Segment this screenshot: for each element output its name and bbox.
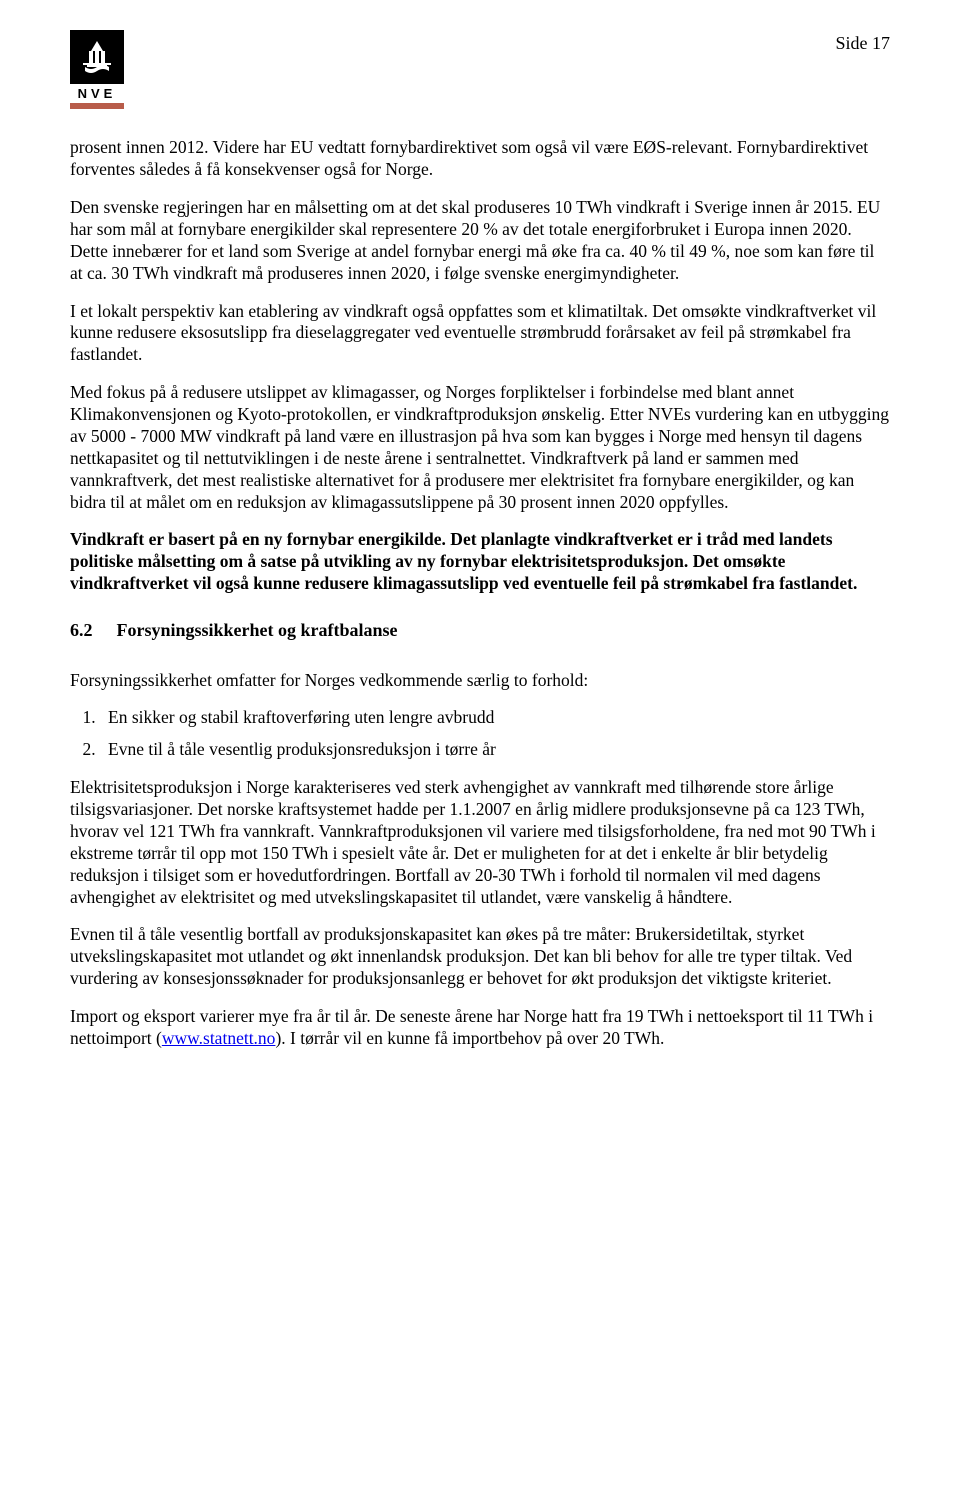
body-paragraph-bold: Vindkraft er basert på en ny fornybar en… (70, 529, 890, 595)
nve-emblem-icon (70, 30, 124, 84)
body-paragraph: Elektrisitetsproduksjon i Norge karakter… (70, 777, 890, 908)
body-paragraph: Evnen til å tåle vesentlig bortfall av p… (70, 924, 890, 990)
nve-logo: NVE (70, 30, 124, 109)
section-number: 6.2 (70, 619, 93, 642)
body-paragraph: prosent innen 2012. Videre har EU vedtat… (70, 137, 890, 181)
body-paragraph: Med fokus på å redusere utslippet av kli… (70, 382, 890, 513)
body-paragraph: I et lokalt perspektiv kan etablering av… (70, 301, 890, 367)
page-number-label: Side 17 (835, 32, 890, 55)
statnett-link[interactable]: www.statnett.no (162, 1028, 276, 1048)
nve-underline (70, 103, 124, 109)
list-item: En sikker og stabil kraftoverføring uten… (100, 707, 890, 729)
body-paragraph: Forsyningssikkerhet omfatter for Norges … (70, 670, 890, 692)
section-heading: 6.2 Forsyningssikkerhet og kraftbalanse (70, 619, 890, 642)
text-run: ). I tørrår vil en kunne få importbehov … (275, 1028, 664, 1048)
nve-letters: NVE (78, 86, 117, 102)
body-paragraph: Den svenske regjeringen har en målsettin… (70, 197, 890, 285)
body-paragraph: Import og eksport varierer mye fra år ti… (70, 1006, 890, 1050)
list-item: Evne til å tåle vesentlig produksjonsred… (100, 739, 890, 761)
page-header: NVE Side 17 (70, 30, 890, 109)
numbered-list: En sikker og stabil kraftoverføring uten… (90, 707, 890, 761)
section-title: Forsyningssikkerhet og kraftbalanse (117, 620, 398, 640)
